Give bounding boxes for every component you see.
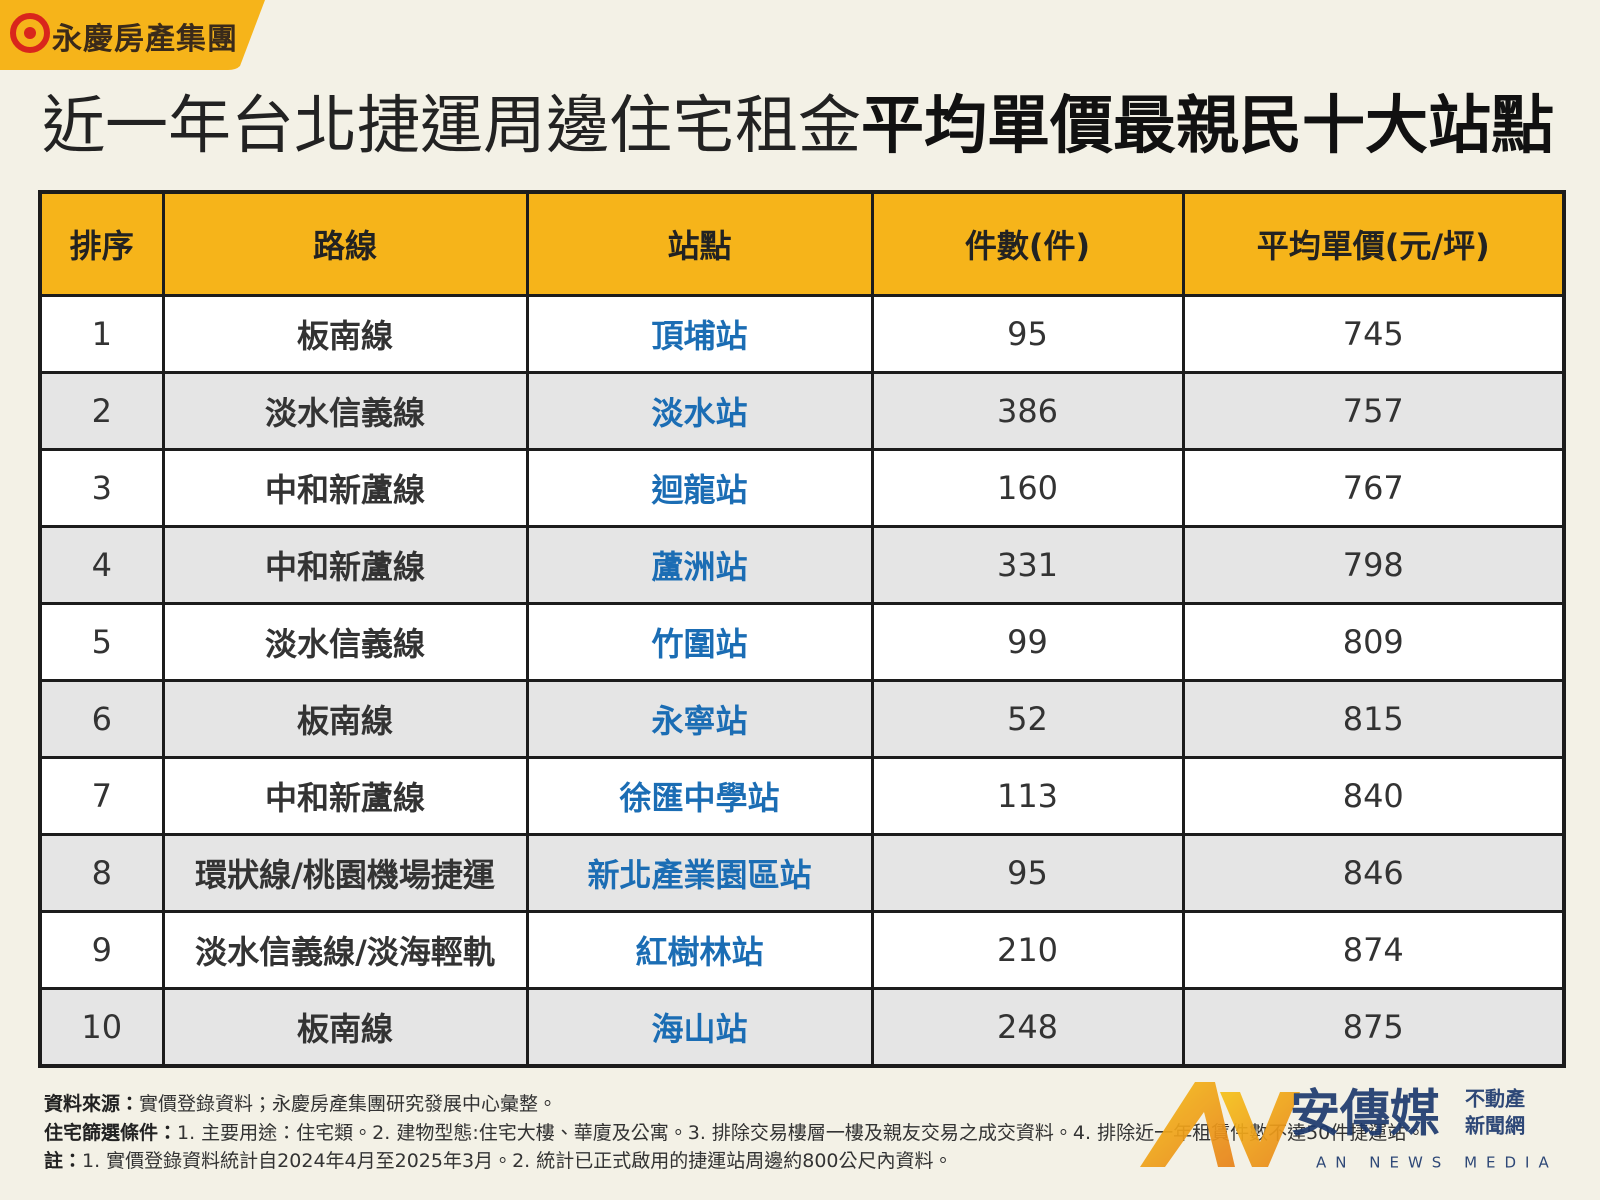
count-cell: 52 — [870, 679, 1185, 759]
station-cell: 永寧站 — [525, 679, 874, 759]
table-row: 10 板南線 海山站 248 875 — [38, 987, 1566, 1068]
line-cell: 淡水信義線 — [161, 371, 529, 451]
rank-cell: 7 — [38, 756, 165, 836]
title-bold: 平均單價最親民十大站點 — [861, 89, 1554, 162]
line-cell: 板南線 — [161, 679, 529, 759]
price-cell: 846 — [1181, 833, 1566, 913]
rank-cell: 9 — [38, 910, 165, 990]
logo-tab — [0, 0, 265, 70]
rank-cell: 5 — [38, 602, 165, 682]
count-cell: 331 — [870, 525, 1185, 605]
rank-cell: 4 — [38, 525, 165, 605]
station-cell: 紅樹林站 — [525, 910, 874, 990]
ranking-table: 排序 路線 站點 件數(件) 平均單價(元/坪) 1 板南線 頂埔站 95 745 2 淡水信義線淡… — [38, 190, 1566, 1068]
count-cell: 113 — [870, 756, 1185, 836]
line-cell: 淡水信義線/淡海輕軌 — [161, 910, 529, 990]
price-cell: 745 — [1181, 294, 1566, 374]
price-cell: 809 — [1181, 602, 1566, 682]
watermark-brand: 安傳媒 — [1290, 1085, 1440, 1143]
logo-icon — [10, 13, 50, 53]
column-header: 件數(件) — [870, 190, 1185, 297]
line-cell: 中和新蘆線 — [161, 756, 529, 836]
rank-cell: 6 — [38, 679, 165, 759]
table-row: 6 板南線 永寧站 52 815 — [38, 679, 1566, 759]
logo-background — [0, 0, 265, 70]
header-row: 排序 路線 站點 件數(件) 平均單價(元/坪) — [38, 190, 1566, 297]
watermark-letter-v — [1220, 1092, 1300, 1167]
note-label: 註： — [44, 1150, 83, 1172]
table-row: 3 中和新蘆線 迴龍站 160 767 — [38, 448, 1566, 528]
logo-icon-dot — [24, 27, 36, 39]
rank-cell: 8 — [38, 833, 165, 913]
column-header: 平均單價(元/坪) — [1181, 190, 1566, 297]
rank-cell: 10 — [38, 987, 165, 1068]
station-cell: 海山站 — [525, 987, 874, 1068]
note-text: 實價登錄資料；永慶房產集團研究發展中心彙整。 — [139, 1093, 558, 1115]
line-cell: 中和新蘆線 — [161, 525, 529, 605]
table-row: 8 環狀線/桃園機場捷運 新北產業園區站 95 846 — [38, 833, 1566, 913]
price-cell: 798 — [1181, 525, 1566, 605]
price-cell: 815 — [1181, 679, 1566, 759]
line-cell: 板南線 — [161, 294, 529, 374]
title-regular: 近一年台北捷運周邊住宅租金 — [42, 89, 861, 162]
count-cell: 248 — [870, 987, 1185, 1068]
column-header: 排序 — [38, 190, 165, 297]
station-cell: 淡水站 — [525, 371, 874, 451]
price-cell: 840 — [1181, 756, 1566, 836]
table-row: 5 淡水信義線 竹圍站 99 809 — [38, 602, 1566, 682]
watermark-tag: 不動產 — [1465, 1087, 1525, 1111]
price-cell: 757 — [1181, 371, 1566, 451]
station-cell: 蘆洲站 — [525, 525, 874, 605]
column-header: 路線 — [161, 190, 529, 297]
station-cell: 竹圍站 — [525, 602, 874, 682]
count-cell: 386 — [870, 371, 1185, 451]
watermark: 安傳媒 不動產 新聞網 AN NEWS MEDIA — [1140, 1082, 1558, 1172]
table-row: 1 板南線 頂埔站 95 745 — [38, 294, 1566, 374]
count-cell: 210 — [870, 910, 1185, 990]
table-row: 9 淡水信義線/淡海輕軌 紅樹林站 210 874 — [38, 910, 1566, 990]
price-cell: 875 — [1181, 987, 1566, 1068]
count-cell: 99 — [870, 602, 1185, 682]
table-row: 4 中和新蘆線 蘆洲站 331 798 — [38, 525, 1566, 605]
rank-cell: 1 — [38, 294, 165, 374]
count-cell: 95 — [870, 294, 1185, 374]
note-label: 資料來源： — [44, 1093, 140, 1115]
rank-cell: 2 — [38, 371, 165, 451]
watermark-english: AN NEWS MEDIA — [1316, 1154, 1558, 1172]
logo-text: 永慶房產集團 — [52, 22, 238, 57]
line-cell: 淡水信義線 — [161, 602, 529, 682]
note-line: 住宅篩選條件：1. 主要用途：住宅類。2. 建物型態:住宅大樓、華廈及公寓。3.… — [44, 1119, 1425, 1148]
station-cell: 迴龍站 — [525, 448, 874, 528]
note-line: 資料來源：實價登錄資料；永慶房產集團研究發展中心彙整。 — [44, 1090, 1425, 1119]
title: 近一年台北捷運周邊住宅租金平均單價最親民十大站點 — [42, 88, 1554, 164]
table-row: 7 中和新蘆線 徐匯中學站 113 840 — [38, 756, 1566, 836]
note-label: 住宅篩選條件： — [44, 1121, 178, 1144]
station-cell: 新北產業園區站 — [525, 833, 874, 913]
rank-cell: 3 — [38, 448, 165, 528]
station-cell: 徐匯中學站 — [525, 756, 874, 836]
watermark-tag: 新聞網 — [1465, 1114, 1525, 1138]
column-header: 站點 — [525, 190, 874, 297]
count-cell: 160 — [870, 448, 1185, 528]
line-cell: 中和新蘆線 — [161, 448, 529, 528]
price-cell: 767 — [1181, 448, 1566, 528]
line-cell: 環狀線/桃園機場捷運 — [161, 833, 529, 913]
line-cell: 板南線 — [161, 987, 529, 1068]
notes: 資料來源：實價登錄資料；永慶房產集團研究發展中心彙整。 住宅篩選條件：1. 主要用… — [44, 1090, 1425, 1176]
note-text: 1. 實價登錄資料統計自2024年4月至2025年3月。2. 統計已正式啟用的捷… — [82, 1150, 953, 1172]
station-cell: 頂埔站 — [525, 294, 874, 374]
price-cell: 874 — [1181, 910, 1566, 990]
watermark-letter-a — [1140, 1082, 1235, 1167]
table-row: 2 淡水信義線 淡水站 386 757 — [38, 371, 1566, 451]
table-body: 1 板南線 頂埔站 95 745 2 淡水信義線 淡水站 386 757 3 中和新蘆線 迴龍站 160 7… — [38, 294, 1566, 1068]
count-cell: 95 — [870, 833, 1185, 913]
note-text: 1. 主要用途：住宅類。2. 建物型態:住宅大樓、華廈及公寓。3. 排除交易樓層… — [177, 1121, 1426, 1144]
note-line: 註：1. 實價登錄資料統計自2024年4月至2025年3月。2. 統計已正式啟用… — [44, 1147, 1425, 1176]
